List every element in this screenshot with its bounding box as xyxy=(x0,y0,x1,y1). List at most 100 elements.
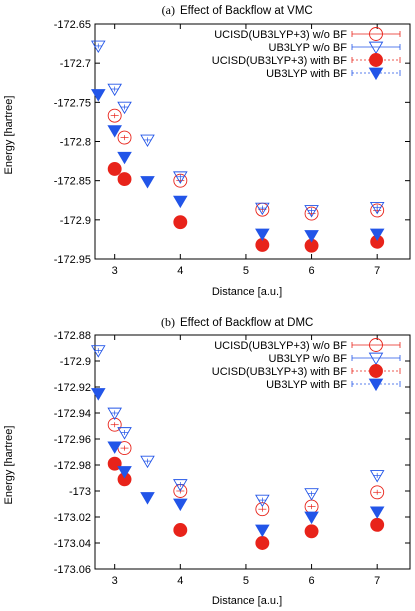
legend-marker xyxy=(369,27,383,41)
data-point xyxy=(90,40,106,53)
y-tick-label: -172.88 xyxy=(54,330,91,342)
data-point xyxy=(255,494,270,508)
y-tick-label: -173.04 xyxy=(54,538,91,550)
data-point xyxy=(107,417,122,432)
legend-marker xyxy=(368,41,384,55)
y-tick-label: -172.98 xyxy=(54,460,91,472)
panel-dmc: (b) Effect of Backflow at DMC Energy [ha… xyxy=(3,315,411,607)
chart-title: Effect of Backflow at DMC xyxy=(180,317,313,329)
y-tick-label: -172.95 xyxy=(54,254,91,266)
data-point xyxy=(173,523,188,537)
data-point xyxy=(117,427,132,440)
x-tick-label: 4 xyxy=(177,575,183,587)
y-tick-label: -172.75 xyxy=(54,97,91,109)
y-tick-label: -173.02 xyxy=(54,512,91,524)
data-point xyxy=(117,466,132,479)
data-point xyxy=(173,195,188,209)
data-point xyxy=(370,203,385,218)
y-tick-label: -172.94 xyxy=(54,408,91,420)
data-point xyxy=(370,485,385,500)
data-point xyxy=(369,470,385,483)
panel-vmc: (a) Effect of Backflow at VMC Energy [ha… xyxy=(3,3,411,298)
data-point xyxy=(255,536,270,550)
data-point xyxy=(117,101,132,115)
data-point xyxy=(255,502,270,517)
legend-label: UCISD(UB3LYP+3) w/o BF xyxy=(214,340,347,352)
data-point xyxy=(255,524,270,538)
data-point xyxy=(107,83,122,97)
legend-marker xyxy=(368,67,384,81)
data-point xyxy=(140,176,155,189)
data-point xyxy=(304,511,319,525)
data-point xyxy=(304,488,319,501)
x-tick-label: 6 xyxy=(309,265,315,277)
data-point xyxy=(304,205,319,218)
data-point xyxy=(140,455,155,469)
panel-label: (a) xyxy=(162,3,175,17)
y-tick-label: -172.92 xyxy=(54,382,91,394)
legend-label: UCISD(UB3LYP+3) w/o BF xyxy=(214,29,347,41)
legend-marker xyxy=(368,352,384,366)
legend-marker xyxy=(369,364,383,378)
chart-title: Effect of Backflow at VMC xyxy=(180,5,313,17)
data-point xyxy=(90,89,106,102)
data-point xyxy=(304,230,319,243)
data-point xyxy=(107,108,122,123)
data-point xyxy=(173,498,188,512)
data-point xyxy=(117,172,132,187)
data-point xyxy=(304,206,319,221)
legend-marker xyxy=(369,338,383,352)
x-tick-label: 5 xyxy=(243,575,249,587)
data-point xyxy=(370,517,385,532)
x-tick-label: 7 xyxy=(374,265,380,277)
legend-label: UCISD(UB3LYP+3) with BF xyxy=(212,366,347,378)
data-point xyxy=(369,201,385,215)
data-point xyxy=(140,134,155,147)
data-point xyxy=(140,492,155,505)
y-axis-label: Energy [hartree] xyxy=(3,96,15,175)
x-tick-label: 4 xyxy=(177,265,183,277)
data-point xyxy=(255,202,270,216)
y-tick-label: -172.85 xyxy=(54,176,91,188)
data-point xyxy=(107,407,122,421)
y-tick-label: -172.65 xyxy=(54,19,91,31)
y-tick-label: -173.06 xyxy=(54,564,91,576)
data-point xyxy=(117,130,132,145)
data-point xyxy=(173,171,188,184)
x-tick-label: 3 xyxy=(112,265,118,277)
data-point xyxy=(173,173,188,188)
plot-frame xyxy=(94,334,411,570)
legend-marker xyxy=(368,378,384,392)
data-point xyxy=(107,125,122,138)
x-tick-label: 3 xyxy=(112,575,118,587)
panel-label: (b) xyxy=(161,315,175,329)
data-point xyxy=(90,345,106,358)
data-point xyxy=(173,215,188,230)
data-point xyxy=(107,161,122,176)
x-axis-label: Distance [a.u.] xyxy=(212,286,282,298)
y-tick-label: -172.9 xyxy=(60,356,91,368)
data-point xyxy=(369,228,385,241)
data-point xyxy=(173,479,188,492)
y-tick-label: -172.96 xyxy=(54,434,91,446)
legend-label: UB3LYP w/o BF xyxy=(269,42,348,54)
y-tick-label: -172.9 xyxy=(60,215,91,227)
data-point xyxy=(255,228,270,241)
y-tick-label: -172.7 xyxy=(60,58,91,70)
y-tick-label: -172.8 xyxy=(60,137,91,149)
legend-marker xyxy=(369,53,383,67)
data-point xyxy=(107,441,122,454)
y-axis-label: Energy [hartree] xyxy=(3,426,15,505)
data-point xyxy=(117,151,132,165)
plot-area-dmc: -172.88 -172.9 -172.92 -172.94 -172.96 -172.9… xyxy=(54,330,411,587)
legend-label: UCISD(UB3LYP+3) with BF xyxy=(212,55,347,67)
x-tick-label: 6 xyxy=(309,575,315,587)
x-tick-label: 7 xyxy=(374,575,380,587)
data-point xyxy=(304,524,319,539)
data-point xyxy=(369,506,385,519)
x-axis-label: Distance [a.u.] xyxy=(212,595,282,607)
legend-label: UB3LYP w/o BF xyxy=(269,353,348,365)
x-tick-label: 5 xyxy=(243,265,249,277)
plot-area-vmc: -172.65 -172.7 -172.75 -172.8 -172.85 -172.9 -… xyxy=(54,19,411,277)
